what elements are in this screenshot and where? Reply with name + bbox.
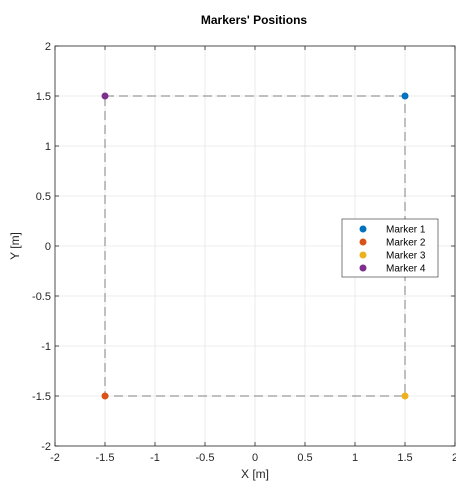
y-tick-label: -2 [41, 441, 51, 453]
boundary-dashed-square [104, 95, 406, 397]
x-tick-label: 1.5 [397, 452, 412, 464]
x-tick-label: -1.5 [96, 452, 115, 464]
legend-swatch-2 [359, 238, 367, 246]
boundary-line [104, 95, 406, 397]
legend-label-2: Marker 2 [386, 238, 426, 249]
marker-point-1 [401, 92, 409, 100]
y-tick-label: -1 [41, 341, 51, 353]
marker-point-4 [101, 92, 109, 100]
x-tick-label: 2 [452, 452, 456, 464]
marker-points [101, 92, 409, 400]
legend: Marker 1 Marker 2 Marker 3 Marker 4 [341, 218, 439, 278]
x-tick-label: 1 [352, 452, 358, 464]
chart-title: Markers' Positions [201, 13, 308, 27]
legend-label-3: Marker 3 [386, 251, 426, 262]
x-tick-label: 0.5 [297, 452, 312, 464]
legend-box [341, 218, 439, 278]
y-tick-label: 0.5 [36, 191, 51, 203]
x-tick-label: -0.5 [196, 452, 215, 464]
x-axis-label: X [m] [241, 467, 269, 481]
y-tick-label: 1.5 [36, 91, 51, 103]
y-tick-label: 2 [45, 41, 51, 53]
legend-swatch-3 [359, 251, 367, 259]
legend-label-1: Marker 1 [386, 225, 426, 236]
y-tick-label: 1 [45, 141, 51, 153]
y-tick-label: -0.5 [32, 291, 51, 303]
x-tick-label: -1 [150, 452, 160, 464]
marker-point-2 [101, 392, 109, 400]
y-tick-label: 0 [45, 241, 51, 253]
legend-swatch-4 [359, 264, 367, 272]
axis-ticks: -2 -1.5 -1 -0.5 0 0.5 1 1.5 2 -2 -1.5 -1 -0.5 0 0.5 1 1.… [32, 41, 456, 464]
y-axis-label: Y [m] [8, 232, 22, 260]
legend-label-4: Marker 4 [386, 264, 426, 275]
x-tick-label: 0 [252, 452, 258, 464]
legend-swatch-1 [359, 225, 367, 233]
x-tick-label: -2 [50, 452, 60, 464]
marker-point-3 [401, 392, 409, 400]
y-tick-label: -1.5 [32, 391, 51, 403]
